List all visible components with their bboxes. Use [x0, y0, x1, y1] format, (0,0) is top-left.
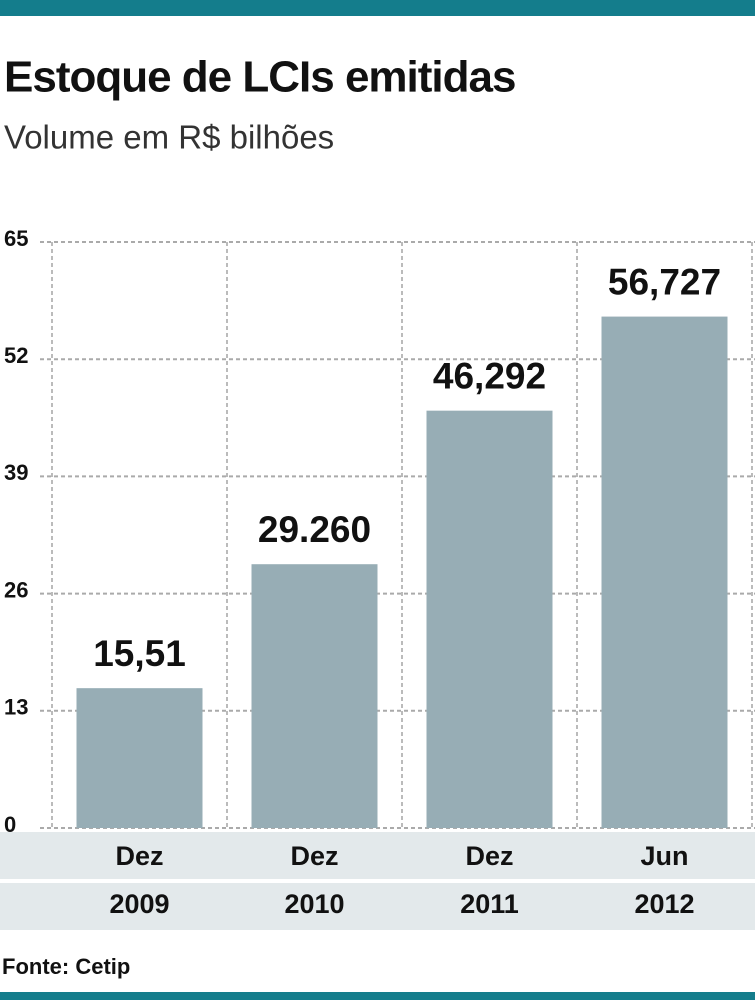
y-tick-label: 52: [4, 343, 28, 368]
bar: [426, 410, 553, 828]
x-tick-label: Dez: [115, 841, 163, 871]
x-tick-label: 2011: [460, 889, 519, 919]
bar: [76, 688, 203, 828]
value-label: 56,727: [608, 261, 721, 302]
x-tick-label: 2009: [109, 889, 169, 919]
y-tick-label: 0: [4, 812, 16, 837]
x-tick-label: 2010: [284, 889, 344, 919]
x-tick-label: Dez: [290, 841, 338, 871]
x-tick-label: 2012: [634, 889, 694, 919]
bottom-rule: [0, 992, 755, 1000]
y-tick-label: 26: [4, 577, 28, 602]
source: Fonte: Cetip: [2, 954, 130, 979]
value-label: 46,292: [433, 355, 546, 396]
value-label: 29.260: [258, 509, 371, 550]
top-rule: [0, 0, 755, 16]
bar: [601, 316, 728, 828]
value-label: 15,51: [93, 633, 186, 674]
category-divider: [0, 879, 755, 883]
chart-subtitle: Volume em R$ bilhões: [4, 119, 334, 156]
x-tick-label: Dez: [465, 841, 513, 871]
y-tick-label: 13: [4, 695, 28, 720]
chart-title: Estoque de LCIs emitidas: [4, 53, 515, 102]
bar: [251, 564, 378, 828]
y-tick-label: 39: [4, 460, 28, 485]
x-tick-label: Jun: [640, 841, 688, 871]
y-tick-label: 65: [4, 226, 28, 251]
